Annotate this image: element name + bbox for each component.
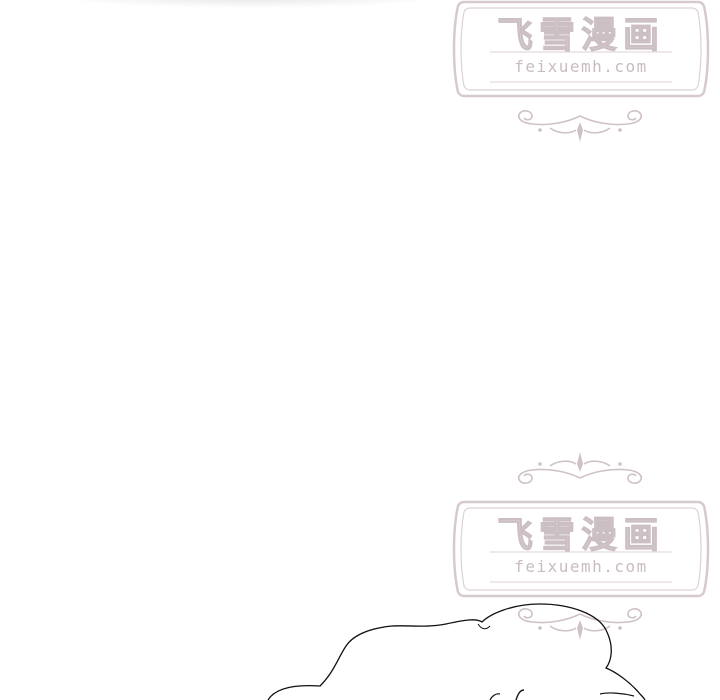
- watermark-frame: [452, 0, 710, 98]
- flourish-ornament-icon: [517, 110, 643, 142]
- watermark-top: 飞雪漫画 feixuemh.com: [450, 0, 712, 104]
- watermark-bottom: 飞雪漫画 feixuemh.com: [450, 494, 712, 604]
- panel-edge-shadow: [60, 0, 440, 8]
- watermark-title: 飞雪漫画: [496, 515, 665, 557]
- flourish-ornament-icon: [517, 452, 643, 484]
- flourish-ornament-icon: [517, 608, 643, 640]
- watermark-title: 飞雪漫画: [496, 15, 665, 57]
- watermark-site: feixuemh.com: [514, 557, 648, 576]
- speech-bubble-outline: [267, 603, 646, 700]
- watermark-site: feixuemh.com: [514, 57, 648, 76]
- watermark-frame: [452, 500, 710, 598]
